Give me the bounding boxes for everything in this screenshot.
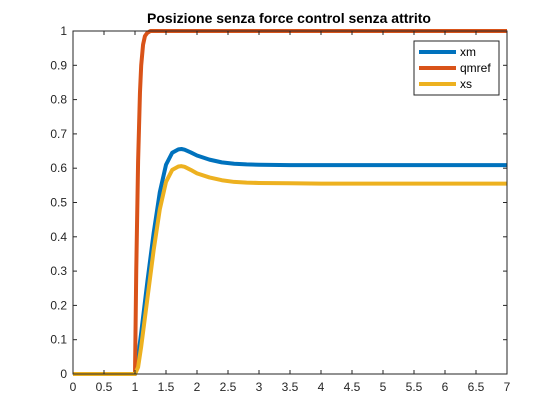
y-tick-label: 0.6	[50, 161, 67, 175]
x-tick-label: 6.5	[468, 380, 485, 394]
legend-label-xs: xs	[460, 77, 472, 91]
x-tick-label: 3.5	[282, 380, 299, 394]
legend-label-qmref: qmref	[460, 61, 491, 75]
chart-title: Posizione senza force control senza attr…	[147, 10, 431, 26]
x-tick-label: 2.5	[220, 380, 237, 394]
y-tick-label: 0.8	[50, 93, 67, 107]
x-tick-label: 5	[380, 380, 387, 394]
y-tick-label: 0.2	[50, 298, 67, 312]
x-tick-label: 1.5	[158, 380, 175, 394]
y-tick-label: 0.4	[50, 230, 67, 244]
x-tick-label: 7	[504, 380, 511, 394]
y-tick-label: 0	[60, 367, 67, 381]
x-tick-label: 2	[194, 380, 201, 394]
x-tick-label: 1	[132, 380, 139, 394]
y-tick-label: 0.5	[50, 196, 67, 210]
y-tick-label: 0.7	[50, 127, 67, 141]
x-tick-label: 4.5	[344, 380, 361, 394]
y-tick-label: 0.3	[50, 264, 67, 278]
y-tick-label: 1	[60, 24, 67, 38]
series-line-xm	[73, 146, 507, 376]
legend-label-xm: xm	[460, 45, 476, 59]
axes-layer: 0 0.5 1 1.5 2 2.5 3 3.5 4 4.5 5 5.5 6 6.5 7 0 0.1 0.2 0.3 0…	[50, 24, 510, 394]
legend: xm qmref xs	[413, 40, 500, 96]
x-tick-label: 5.5	[406, 380, 423, 394]
x-tick-label: 4	[318, 380, 325, 394]
y-tick-label: 0.1	[50, 333, 67, 347]
y-tick-label: 0.9	[50, 58, 67, 72]
x-tick-label: 3	[256, 380, 263, 394]
series-line-xs	[73, 164, 507, 376]
x-tick-label: 0	[70, 380, 77, 394]
x-tick-label: 6	[442, 380, 449, 394]
x-tick-label: 0.5	[96, 380, 113, 394]
